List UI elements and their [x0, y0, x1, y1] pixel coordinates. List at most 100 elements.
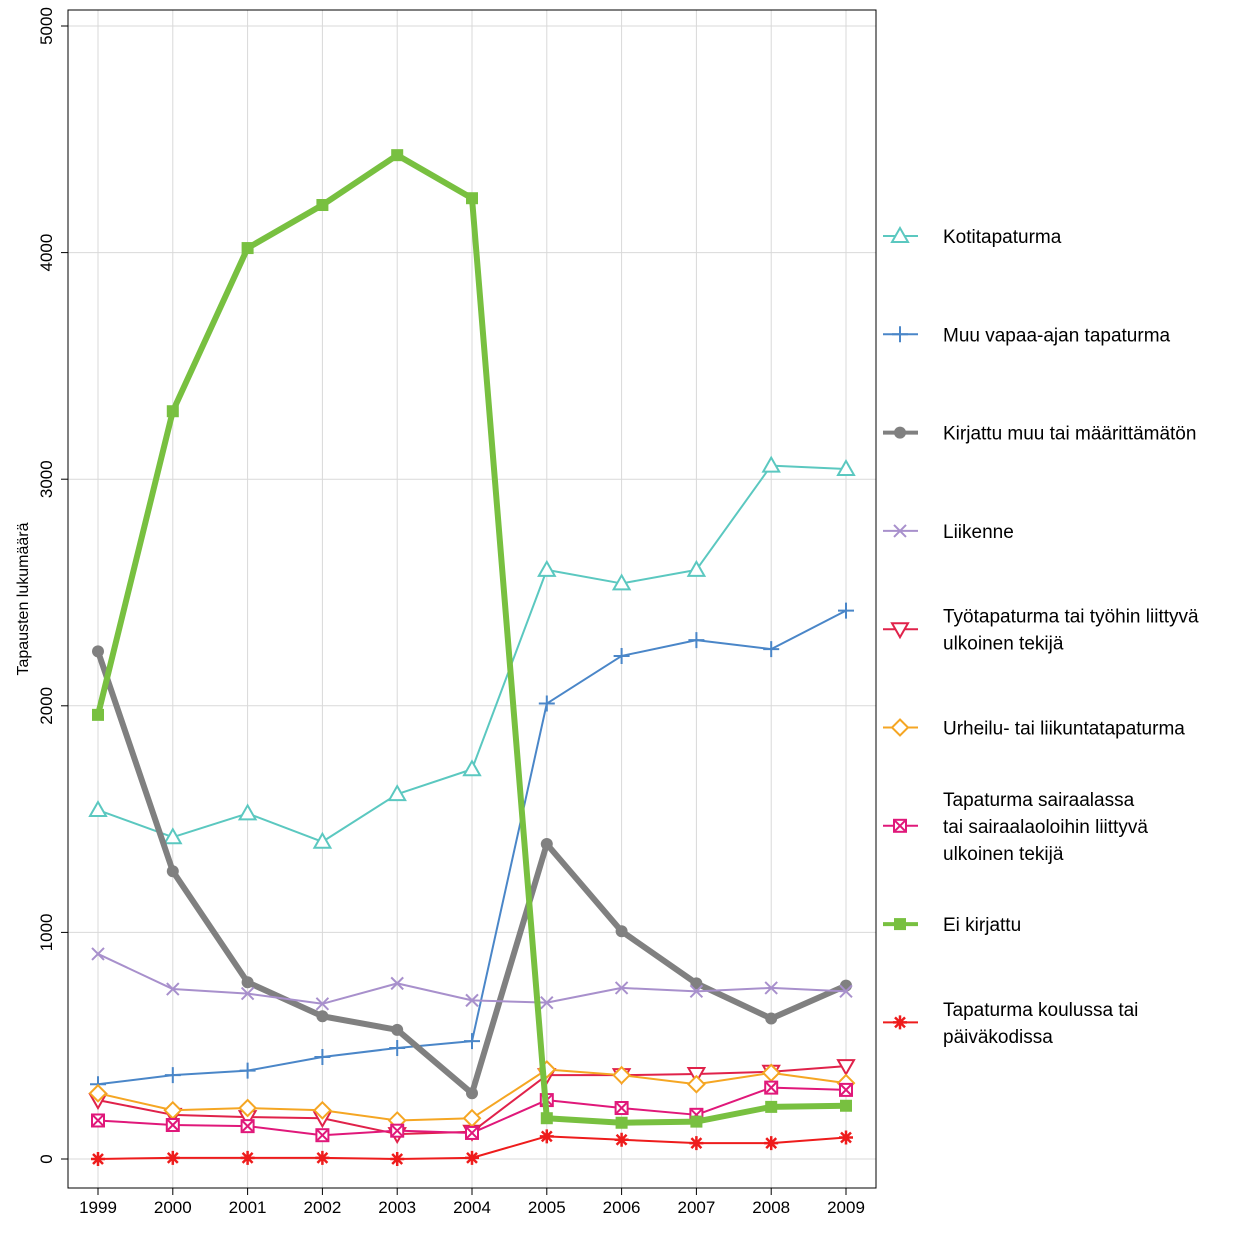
legend-item: Tapaturma koulussa tai päiväkodissa — [883, 1000, 1138, 1048]
legend-item: Kotitapaturma — [883, 225, 1062, 248]
data-point — [164, 1067, 181, 1084]
data-point — [764, 981, 778, 995]
legend-item: Liikenne — [883, 522, 1014, 543]
data-point — [464, 1033, 480, 1050]
data-point — [614, 1101, 629, 1116]
data-point — [389, 1039, 406, 1056]
legend-label: Liikenne — [943, 522, 1014, 543]
legend-swatch-marker — [893, 818, 907, 833]
data-point — [612, 1065, 632, 1085]
data-point — [686, 559, 707, 577]
y-tick-label: 2000 — [37, 687, 56, 725]
data-point — [615, 925, 628, 938]
y-axis-title: Tapausten lukumäärä — [15, 522, 32, 675]
data-point — [689, 984, 704, 999]
data-point — [765, 1100, 778, 1113]
series-8 — [92, 149, 852, 1129]
legend-swatch-marker — [894, 426, 906, 439]
data-point — [241, 976, 254, 989]
data-point — [391, 1023, 404, 1036]
x-tick-label: 2000 — [154, 1198, 192, 1217]
data-point — [836, 1059, 856, 1077]
legend-label: Muu vapaa-ajan tapaturma — [943, 325, 1171, 346]
data-point — [465, 1150, 479, 1165]
data-point — [840, 1099, 852, 1112]
series-9 — [91, 1129, 853, 1166]
data-point — [465, 1125, 479, 1140]
data-point — [239, 1062, 256, 1079]
legend-label: Tapaturma koulussa tai — [943, 1000, 1138, 1021]
series-2 — [90, 602, 854, 1093]
data-point — [166, 405, 179, 418]
y-tick-label: 4000 — [37, 234, 56, 272]
data-point — [462, 1108, 482, 1128]
y-axis: 0 1000 2000 3000 4000 5000 — [37, 7, 68, 1164]
data-point — [839, 984, 853, 999]
data-point — [91, 1113, 105, 1128]
y-tick-label: 3000 — [37, 460, 56, 498]
x-tick-label: 2008 — [752, 1198, 790, 1217]
data-point — [839, 1082, 853, 1097]
data-point — [166, 865, 179, 878]
data-point — [836, 458, 856, 477]
legend-swatch-marker — [893, 524, 907, 538]
legend-label: päiväkodissa — [943, 1027, 1053, 1048]
data-point — [88, 800, 108, 818]
data-point — [316, 1010, 329, 1023]
legend: Kotitapaturma Muu vapaa-ajan tapaturma Kir… — [883, 225, 1199, 1048]
data-point — [312, 831, 333, 849]
data-point — [466, 1087, 478, 1100]
series-4 — [91, 947, 853, 1011]
data-point — [614, 981, 629, 995]
data-point — [240, 986, 255, 1001]
data-point — [465, 993, 479, 1008]
legend-label: ulkoinen tekijä — [943, 634, 1064, 655]
data-point — [615, 1116, 628, 1129]
legend-swatch-marker — [890, 718, 910, 737]
y-tick-label: 5000 — [37, 7, 56, 45]
legend-item: Työtapaturma tai työhin liittyvä ulkoinen… — [883, 607, 1199, 655]
x-tick-label: 2002 — [303, 1198, 341, 1217]
data-point — [839, 1130, 853, 1145]
legend-swatch-marker — [890, 622, 910, 640]
data-point — [316, 199, 329, 212]
data-point — [240, 1119, 255, 1134]
y-tick-label: 0 — [37, 1154, 56, 1163]
data-point — [88, 1083, 108, 1103]
data-point — [314, 1049, 331, 1066]
legend-label: Työtapaturma tai työhin liittyvä — [943, 607, 1199, 628]
data-point — [237, 803, 258, 821]
x-tick-label: 2004 — [453, 1198, 491, 1217]
legend-label: tai sairaalaoloihin liittyvä — [943, 817, 1148, 838]
data-point — [539, 1129, 554, 1144]
data-point — [689, 1136, 704, 1151]
x-tick-label: 2007 — [677, 1198, 715, 1217]
data-point — [613, 647, 630, 664]
data-point — [690, 1115, 703, 1128]
data-point — [390, 1152, 405, 1166]
legend-item: Tapaturma sairaalassa tai sairaalaoloihin… — [883, 790, 1148, 865]
data-point — [387, 784, 407, 802]
data-point — [241, 242, 254, 255]
data-point — [840, 979, 852, 992]
data-point — [764, 1080, 779, 1095]
data-point — [390, 1123, 405, 1138]
legend-label: Urheilu- tai liikuntatapaturma — [943, 719, 1185, 740]
data-point — [540, 995, 554, 1010]
data-point — [838, 602, 854, 619]
x-axis: 1999 2000 2001 2002 2003 2004 2005 2006 2007 2008… — [79, 1188, 865, 1217]
data-point — [238, 1098, 258, 1118]
series-group — [88, 149, 856, 1166]
data-point — [92, 708, 104, 721]
data-point — [92, 645, 104, 658]
legend-swatch-marker — [894, 918, 906, 931]
data-point — [315, 997, 330, 1011]
x-tick-label: 1999 — [79, 1198, 117, 1217]
x-tick-label: 2006 — [603, 1198, 641, 1217]
x-tick-label: 2005 — [528, 1198, 566, 1217]
legend-item: Urheilu- tai liikuntatapaturma — [883, 718, 1185, 740]
y-tick-label: 1000 — [37, 913, 56, 951]
legend-label: Kirjattu muu tai määrittämätön — [943, 424, 1196, 445]
series-7 — [91, 1080, 853, 1143]
